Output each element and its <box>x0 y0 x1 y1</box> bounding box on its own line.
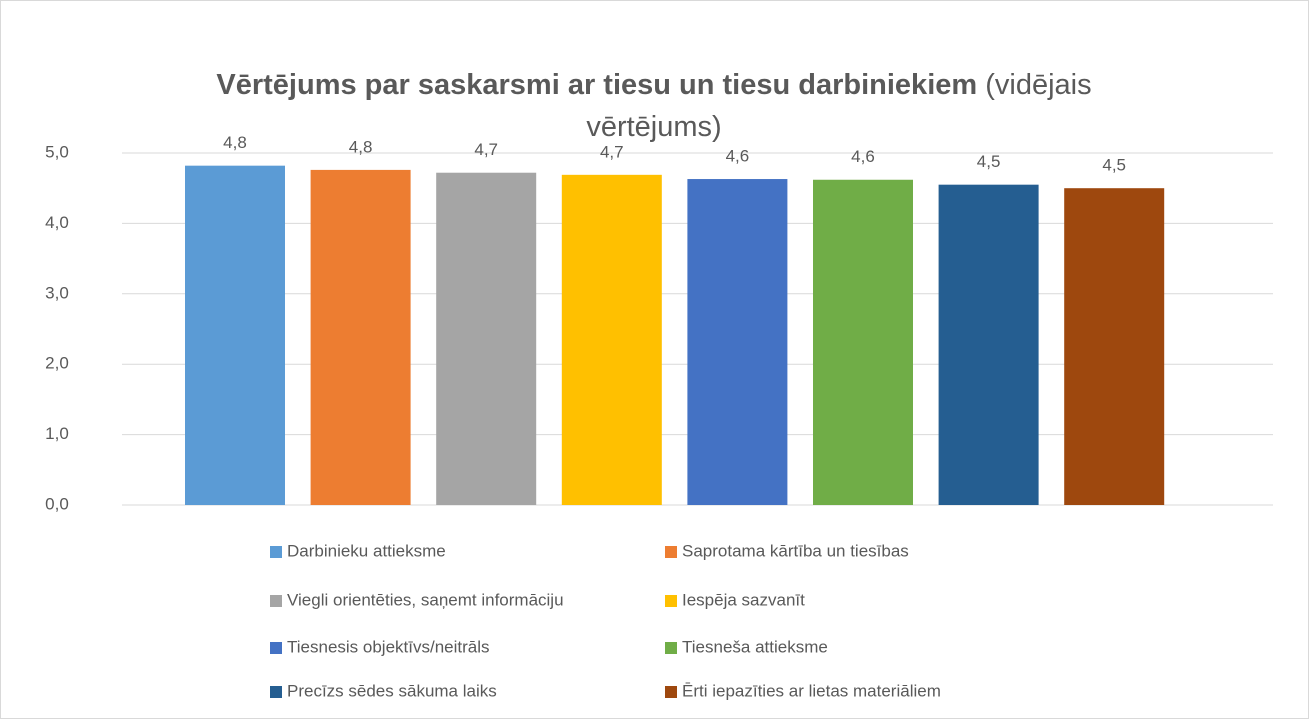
legend-label: Darbinieku attieksme <box>287 541 446 560</box>
legend-swatch <box>270 686 282 698</box>
chart-title-block: Vērtējums par saskarsmi ar tiesu un ties… <box>149 64 1159 148</box>
chart-subtitle: (vidējais vērtējums) <box>586 69 1092 143</box>
legend-label: Viegli orientēties, saņemt informāciju <box>287 590 564 609</box>
data-label: 4,7 <box>600 142 624 161</box>
legend-label: Tiesneša attieksme <box>682 637 828 656</box>
bar <box>938 184 1039 505</box>
legend-swatch <box>270 595 282 607</box>
data-label: 4,8 <box>349 137 373 156</box>
legend-swatch <box>665 595 677 607</box>
data-label: 4,5 <box>977 152 1001 171</box>
y-tick-label: 1,0 <box>45 424 69 443</box>
legend-label: Ērti iepazīties ar lietas materiāliem <box>682 681 941 700</box>
y-tick-label: 4,0 <box>45 213 69 232</box>
legend-swatch <box>270 642 282 654</box>
data-label: 4,8 <box>223 133 247 152</box>
legend-label: Iespēja sazvanīt <box>682 590 805 609</box>
bar <box>561 174 662 505</box>
data-label: 4,5 <box>1102 156 1126 175</box>
legend-label: Precīzs sēdes sākuma laiks <box>287 681 497 700</box>
bar <box>310 169 411 505</box>
bar <box>1064 188 1165 505</box>
legend-swatch <box>665 546 677 558</box>
legend-swatch <box>270 546 282 558</box>
legend-swatch <box>665 686 677 698</box>
data-label: 4,7 <box>474 140 498 159</box>
chart-title: Vērtējums par saskarsmi ar tiesu un ties… <box>216 69 978 101</box>
legend-swatch <box>665 642 677 654</box>
legend-label: Tiesnesis objektīvs/neitrāls <box>287 637 490 656</box>
y-tick-label: 5,0 <box>45 142 69 161</box>
bar <box>185 165 285 505</box>
bar <box>436 172 537 505</box>
legend-label: Saprotama kārtība un tiesības <box>682 541 909 560</box>
data-label: 4,6 <box>851 147 875 166</box>
y-tick-label: 0,0 <box>45 494 69 513</box>
bar <box>687 179 788 505</box>
data-label: 4,6 <box>726 147 750 166</box>
bar <box>813 179 913 505</box>
y-tick-label: 2,0 <box>45 354 69 373</box>
y-tick-label: 3,0 <box>45 283 69 302</box>
